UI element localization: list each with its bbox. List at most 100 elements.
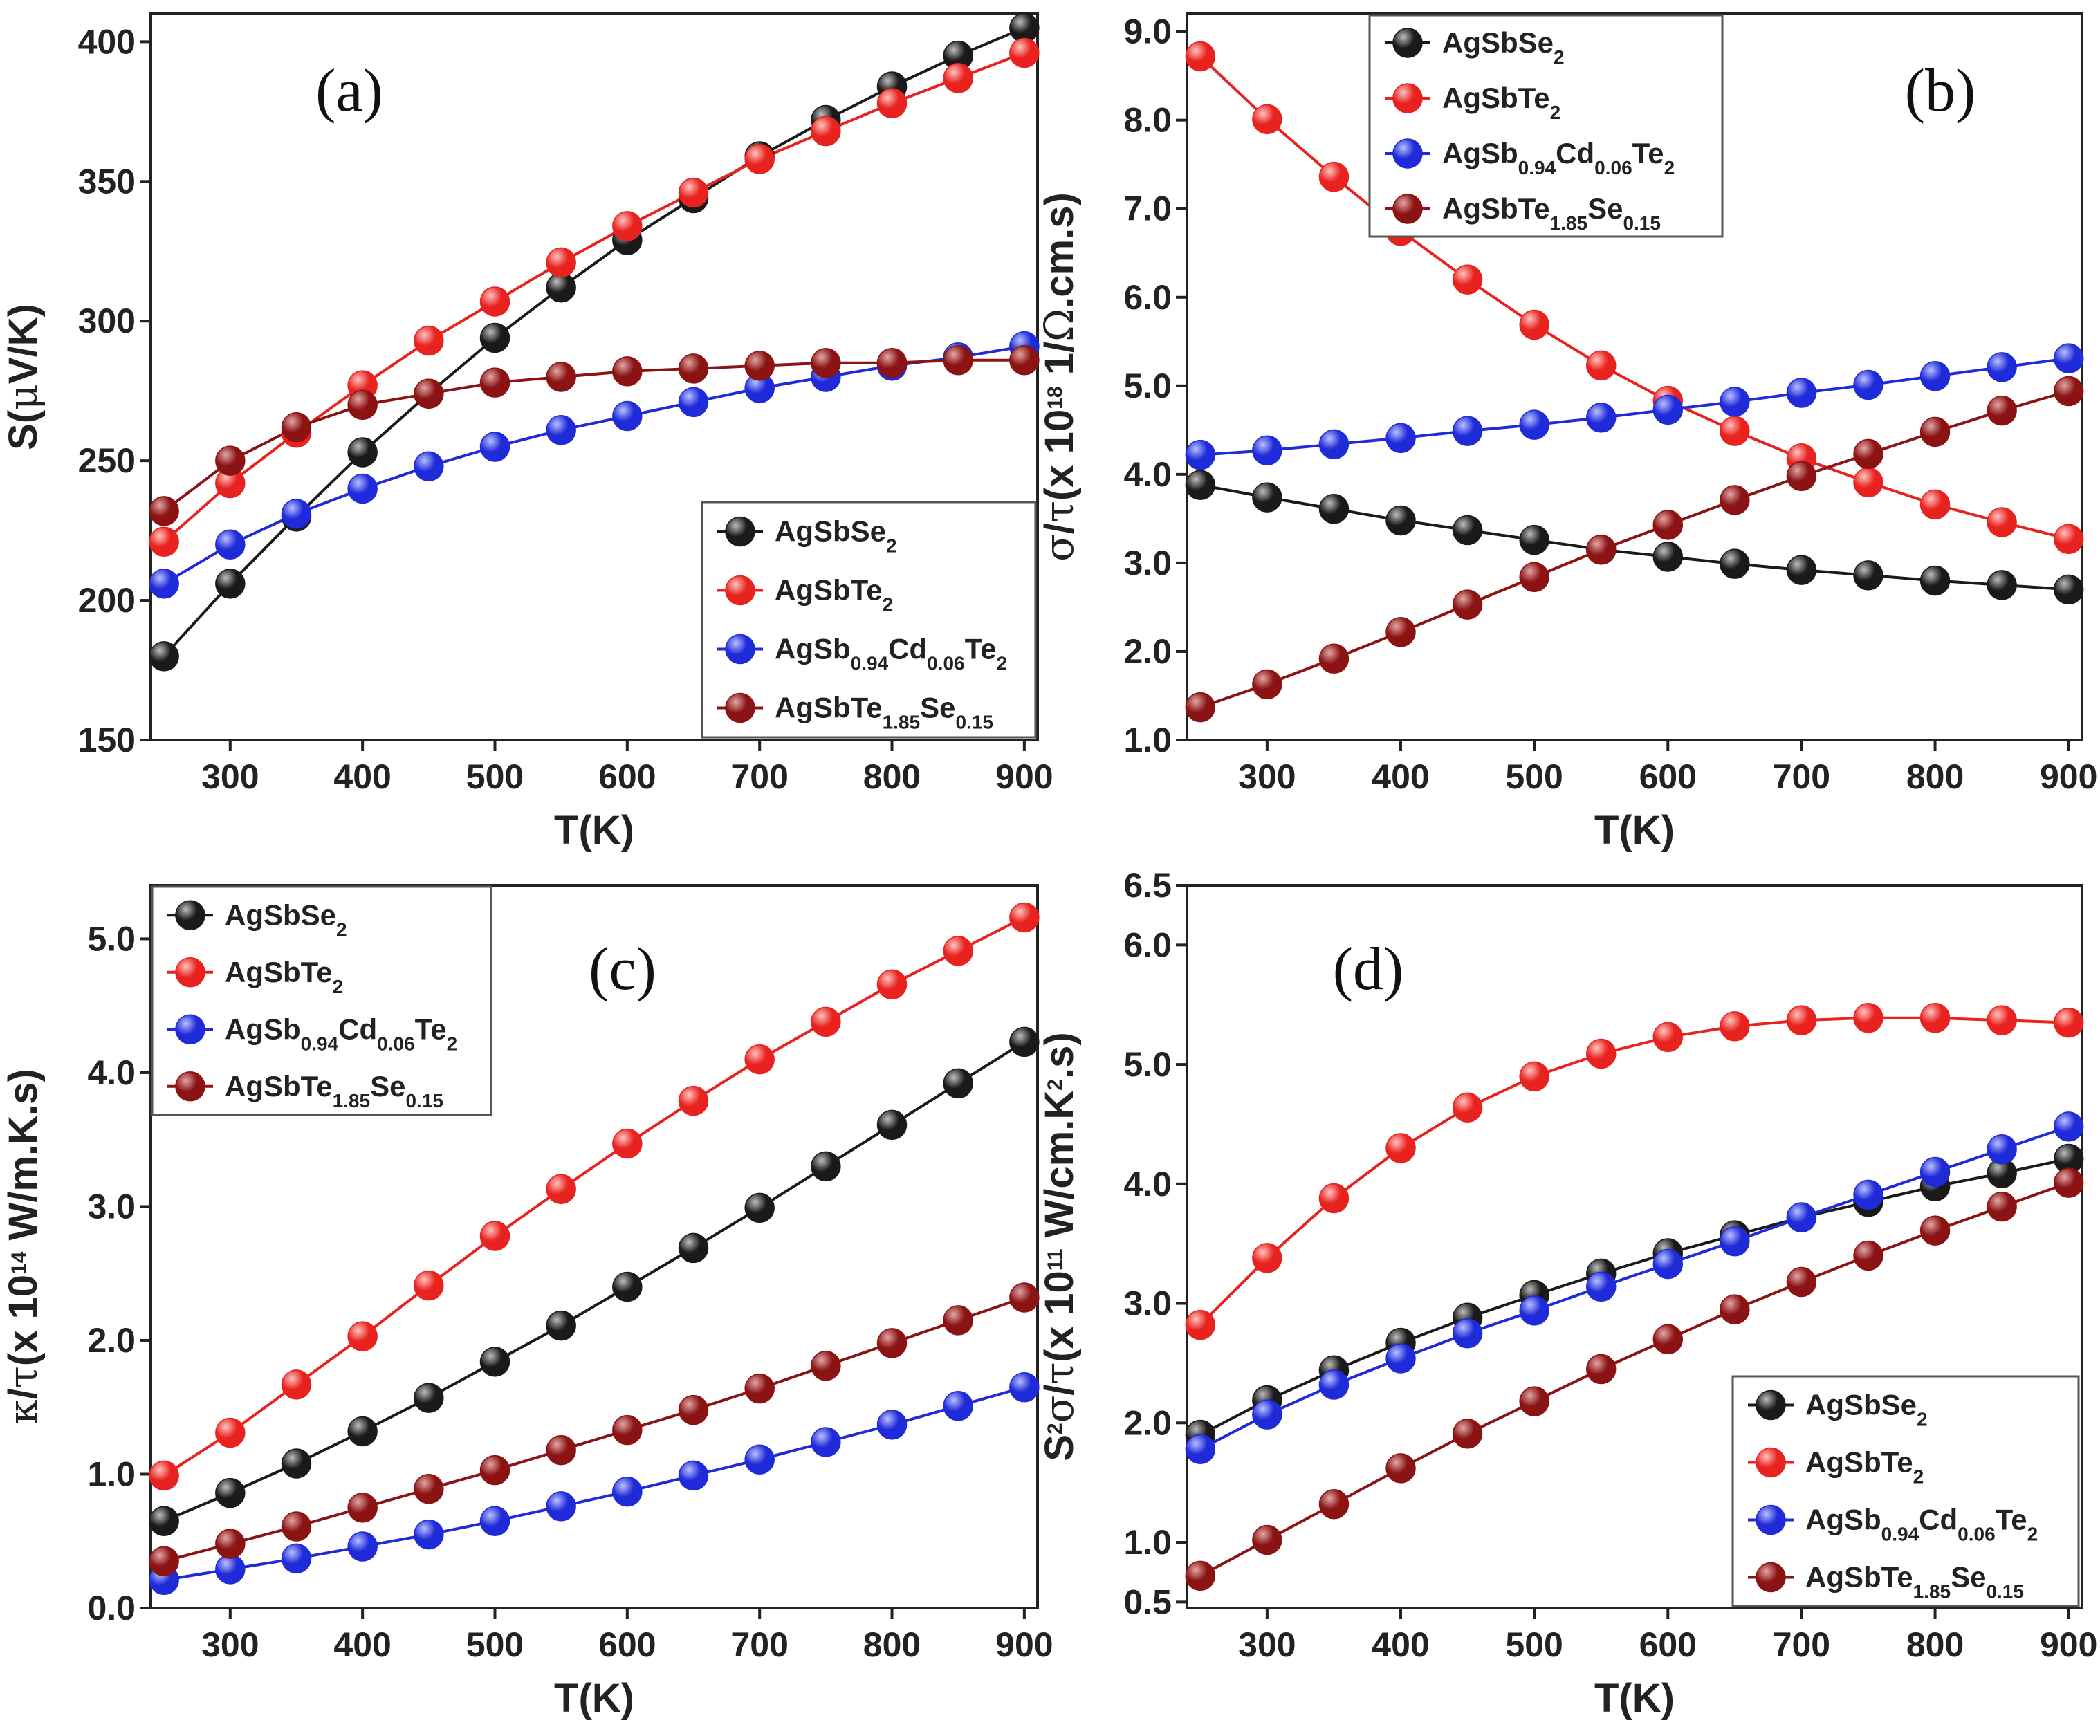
data-point-a-2-0 — [149, 569, 179, 599]
panel-label-d: (d) — [1333, 936, 1404, 1003]
data-point-b-2-7 — [1652, 394, 1684, 425]
x-tick-label-d-1: 400 — [1372, 1625, 1429, 1664]
legend-label-b-3: AgSbTe1.85Se0.15 — [1442, 192, 1661, 234]
data-point-c-3-7 — [612, 1414, 643, 1446]
y-axis-label-c: κ/τ(x 1014 W/m.K.s) — [0, 1069, 46, 1424]
x-tick-label-b-1: 400 — [1372, 757, 1429, 796]
data-point-a-1-0 — [149, 526, 179, 557]
data-point-b-1-8 — [1720, 416, 1750, 446]
legend-marker-c-2 — [175, 1014, 205, 1044]
data-point-c-0-3 — [347, 1416, 378, 1447]
data-point-b-0-11 — [1919, 565, 1951, 596]
y-tick-label-d-4: 4.0 — [1123, 1165, 1172, 1203]
data-point-c-2-8 — [678, 1460, 709, 1491]
x-tick-label-d-3: 600 — [1639, 1625, 1697, 1664]
legend-label-c-2: AgSb0.94Cd0.06Te2 — [225, 1013, 457, 1054]
data-point-d-2-5 — [1519, 1295, 1549, 1326]
legend-box-b — [1368, 14, 1724, 238]
data-point-a-1-9 — [744, 144, 775, 174]
data-point-b-1-11 — [1919, 489, 1951, 520]
data-point-a-3-9 — [744, 351, 775, 381]
legend-box-d — [1731, 1375, 2080, 1607]
data-point-a-3-3 — [347, 389, 378, 421]
x-tick-label-d-0: 300 — [1238, 1625, 1296, 1664]
plot-frame-a — [149, 12, 1039, 741]
data-point-c-1-1 — [215, 1417, 246, 1448]
data-point-b-3-13 — [2053, 376, 2084, 407]
y-tick-label-c-3: 3.0 — [87, 1187, 136, 1226]
data-point-b-3-12 — [1987, 395, 2017, 426]
data-point-b-1-1 — [1252, 104, 1282, 135]
legend-label-a-1: AgSbTe2 — [775, 574, 893, 616]
data-point-d-3-4 — [1452, 1419, 1483, 1449]
y-tick-label-b-3: 4.0 — [1123, 455, 1172, 494]
x-tick-label-b-4: 700 — [1773, 757, 1830, 796]
x-axis-label-a: T(K) — [554, 808, 634, 853]
data-point-c-2-7 — [612, 1476, 643, 1507]
data-point-d-2-11 — [1919, 1156, 1951, 1188]
legend-d: AgSbSe2 AgSbTe2 AgSb0.94Cd0.06Te2 AgSbTe1.8… — [1731, 1375, 2080, 1607]
panel-label-b: (b) — [1905, 57, 1976, 124]
data-point-c-2-4 — [414, 1519, 444, 1550]
data-point-b-0-4 — [1452, 515, 1483, 546]
data-point-c-1-3 — [347, 1321, 378, 1351]
data-point-c-1-13 — [1009, 902, 1040, 933]
data-point-c-3-2 — [281, 1511, 312, 1542]
data-point-d-1-5 — [1519, 1061, 1549, 1092]
data-point-a-2-1 — [215, 529, 246, 560]
data-point-b-0-8 — [1720, 548, 1750, 579]
y-tick-label-d-5: 5.0 — [1123, 1045, 1172, 1084]
legend-a: AgSbSe2 AgSbTe2 AgSb0.94Cd0.06Te2 AgSbTe1.8… — [701, 501, 1037, 739]
y-tick-label-b-5: 6.0 — [1123, 278, 1172, 317]
data-point-a-1-4 — [414, 325, 444, 356]
data-point-b-2-12 — [1987, 352, 2017, 382]
data-point-c-2-3 — [347, 1531, 378, 1562]
data-point-b-2-0 — [1185, 439, 1216, 470]
data-point-d-2-4 — [1452, 1318, 1483, 1349]
y-tick-label-b-4: 5.0 — [1123, 367, 1172, 405]
data-point-a-1-13 — [1009, 37, 1040, 68]
x-tick-label-b-6: 900 — [2040, 757, 2097, 796]
data-point-b-3-2 — [1318, 643, 1350, 674]
data-point-c-1-0 — [149, 1460, 179, 1491]
legend-label-a-3: AgSbTe1.85Se0.15 — [775, 692, 993, 733]
legend-label-c-0: AgSbSe2 — [225, 898, 347, 940]
x-tick-label-a-0: 300 — [201, 757, 259, 796]
data-point-d-2-7 — [1652, 1248, 1684, 1280]
plot-frame-c — [149, 884, 1039, 1609]
data-point-b-2-13 — [2053, 343, 2084, 373]
data-point-b-0-2 — [1318, 494, 1350, 524]
data-point-d-1-2 — [1318, 1183, 1350, 1214]
y-tick-label-b-7: 8.0 — [1123, 101, 1172, 140]
data-point-c-0-13 — [1009, 1026, 1040, 1058]
data-point-a-0-3 — [347, 437, 378, 468]
data-point-a-0-1 — [215, 569, 246, 599]
data-point-c-2-11 — [876, 1410, 908, 1440]
legend-marker-a-1 — [725, 575, 755, 606]
data-point-c-1-7 — [612, 1128, 643, 1159]
data-point-d-2-8 — [1720, 1226, 1750, 1257]
data-point-a-2-2 — [281, 499, 312, 529]
data-point-d-3-1 — [1252, 1524, 1282, 1555]
legend-marker-b-2 — [1392, 138, 1423, 169]
data-point-a-1-10 — [811, 116, 841, 147]
data-point-a-3-6 — [546, 362, 576, 392]
data-point-a-1-11 — [876, 88, 908, 118]
data-point-d-3-11 — [1919, 1215, 1951, 1246]
data-point-d-3-2 — [1318, 1488, 1350, 1520]
legend-marker-c-0 — [175, 900, 205, 930]
data-point-b-1-0 — [1185, 41, 1216, 72]
data-point-b-1-2 — [1318, 161, 1350, 192]
y-tick-label-d-3: 3.0 — [1123, 1284, 1172, 1323]
panel-label-c: (c) — [589, 936, 656, 1003]
data-point-b-0-13 — [2053, 574, 2084, 605]
data-point-d-1-10 — [1853, 1002, 1883, 1033]
data-point-b-3-4 — [1452, 589, 1483, 620]
data-point-a-3-2 — [281, 412, 312, 443]
data-point-a-3-13 — [1009, 345, 1040, 376]
data-point-d-2-6 — [1585, 1271, 1617, 1302]
legend-marker-d-2 — [1756, 1504, 1786, 1535]
x-axis-label-d: T(K) — [1594, 1676, 1675, 1721]
y-axis-label-a: S(μV/K) — [0, 304, 46, 450]
data-point-c-3-6 — [546, 1434, 576, 1466]
